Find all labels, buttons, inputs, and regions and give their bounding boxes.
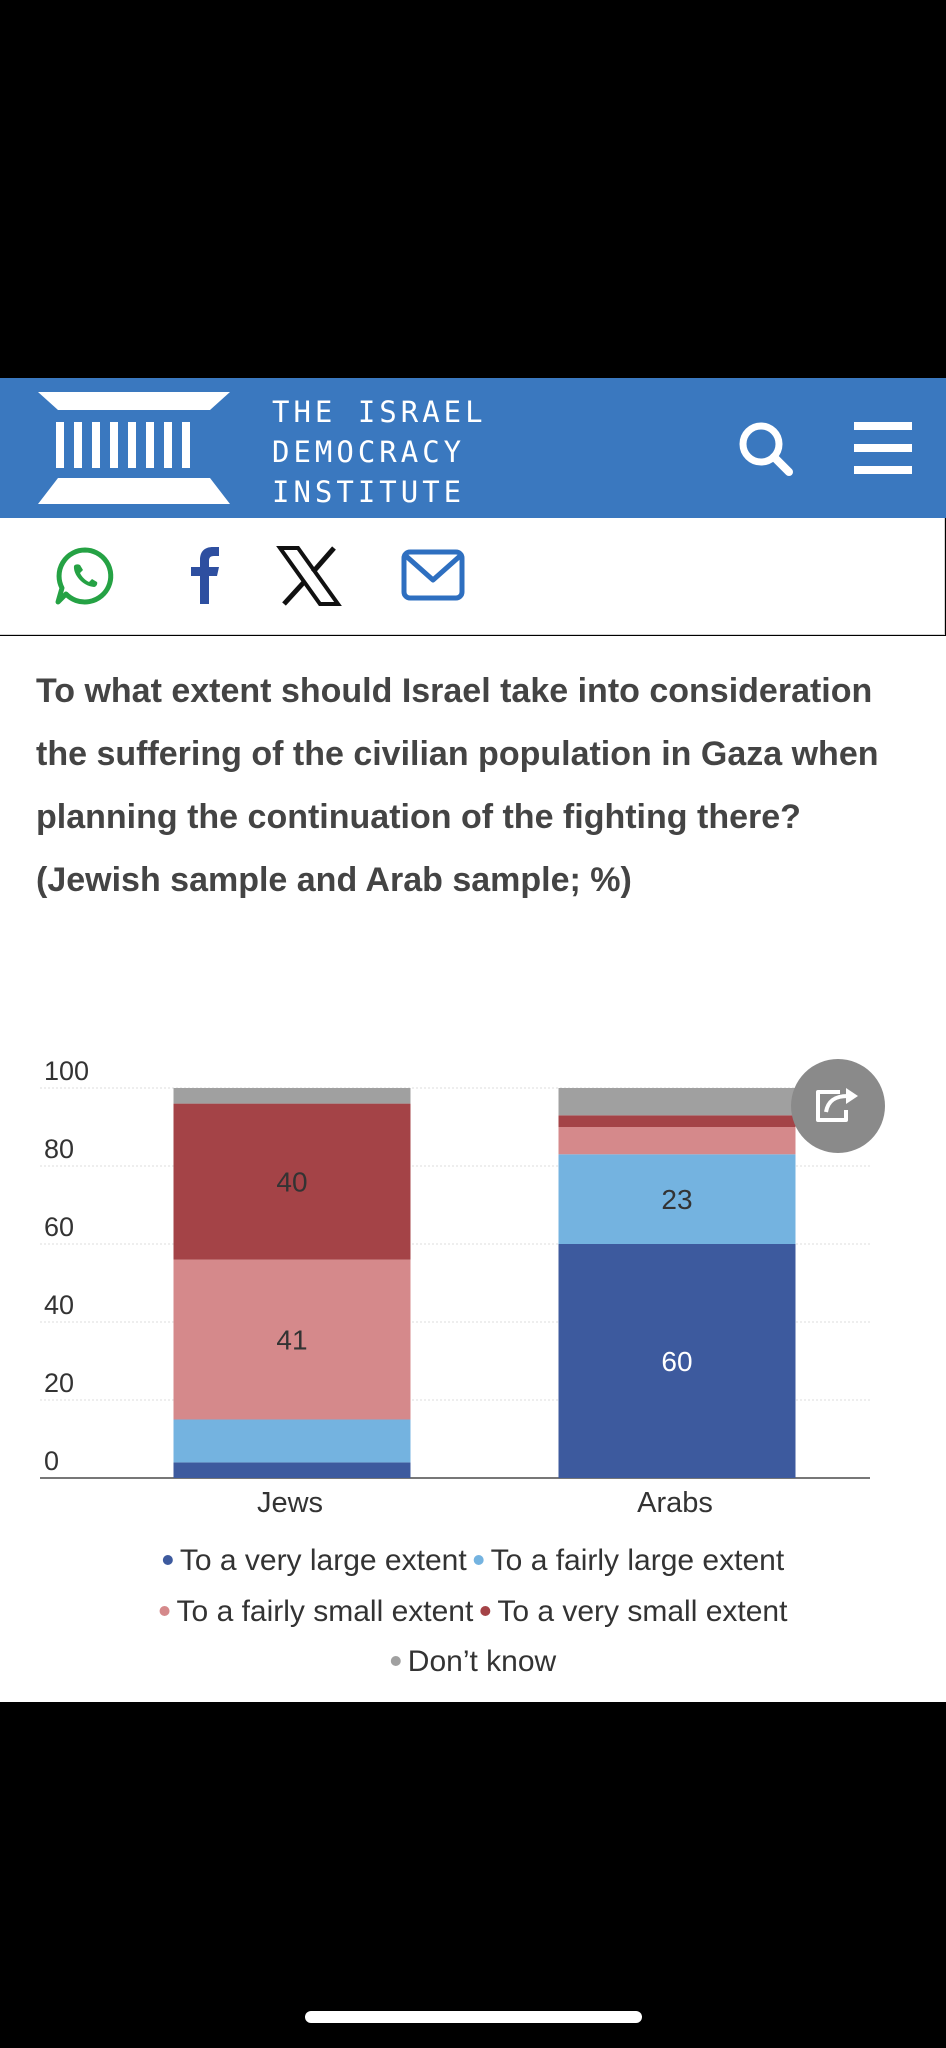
logo-wordmark: THE ISRAEL DEMOCRACY INSTITUTE	[272, 392, 487, 512]
hamburger-menu-icon[interactable]	[852, 418, 914, 478]
data-label: 23	[661, 1184, 692, 1215]
legend-item[interactable]: To a very small extent	[480, 1595, 788, 1628]
bar-segment[interactable]	[558, 1244, 796, 1478]
y-tick-label: 0	[44, 1446, 59, 1476]
home-indicator[interactable]	[305, 2011, 642, 2023]
legend-item[interactable]: Don’t know	[390, 1645, 557, 1678]
legend-dot	[162, 1555, 173, 1565]
legend-label: Don’t know	[408, 1645, 557, 1678]
site-header: THE ISRAEL DEMOCRACY INSTITUTE	[0, 378, 946, 518]
y-tick-label: 40	[44, 1290, 74, 1320]
logo-line-3: INSTITUTE	[272, 475, 466, 509]
bar-segment[interactable]	[173, 1259, 411, 1420]
share-bar	[0, 518, 945, 635]
legend-dot	[390, 1656, 401, 1666]
bar-segment[interactable]	[558, 1127, 796, 1155]
category-label: Jews	[257, 1487, 323, 1519]
data-label: 60	[661, 1346, 692, 1377]
bar-segment[interactable]	[558, 1154, 796, 1244]
legend-dot	[480, 1606, 491, 1616]
bar-segment[interactable]	[558, 1115, 796, 1127]
legend-item[interactable]: To a fairly large extent	[473, 1544, 785, 1577]
search-icon[interactable]	[735, 418, 795, 478]
data-label: 41	[276, 1325, 307, 1356]
category-label: Arabs	[637, 1487, 713, 1519]
legend-label: To a fairly large extent	[491, 1544, 785, 1577]
bar-segment[interactable]	[173, 1103, 411, 1260]
legend-dot	[159, 1606, 170, 1616]
facebook-icon[interactable]	[170, 546, 236, 606]
chart-share-button[interactable]	[791, 1059, 885, 1153]
legend-dot	[473, 1555, 484, 1565]
bar-segment[interactable]	[558, 1088, 796, 1116]
mail-icon[interactable]	[400, 546, 466, 606]
logo-columns-icon[interactable]	[34, 392, 234, 504]
stacked-bar-chart: 0 20 40 60 80 100 41 40 60 23 Jews Arabs To a ver…	[40, 1056, 885, 1678]
y-tick-label: 60	[44, 1212, 74, 1242]
y-tick-label: 100	[44, 1056, 89, 1086]
legend-label: To a fairly small extent	[177, 1595, 474, 1628]
bar-segment[interactable]	[173, 1462, 411, 1478]
y-tick-label: 80	[44, 1134, 74, 1164]
whatsapp-icon[interactable]	[52, 546, 118, 606]
logo-line-1: THE ISRAEL	[272, 395, 487, 429]
legend-label: To a very large extent	[180, 1544, 467, 1577]
legend-item[interactable]: To a very large extent	[162, 1544, 467, 1577]
legend-item[interactable]: To a fairly small extent	[159, 1595, 474, 1628]
chart-question-heading: To what extent should Israel take into c…	[36, 672, 879, 899]
article-content: To what extent should Israel take into c…	[0, 636, 946, 1702]
logo-line-2: DEMOCRACY	[272, 435, 466, 469]
data-label: 40	[276, 1167, 307, 1198]
y-tick-label: 20	[44, 1368, 74, 1398]
bar-segment[interactable]	[173, 1419, 411, 1463]
legend-label: To a very small extent	[497, 1595, 788, 1628]
bar-segment[interactable]	[173, 1088, 411, 1104]
x-icon[interactable]	[276, 546, 342, 606]
export-icon	[816, 1088, 858, 1122]
